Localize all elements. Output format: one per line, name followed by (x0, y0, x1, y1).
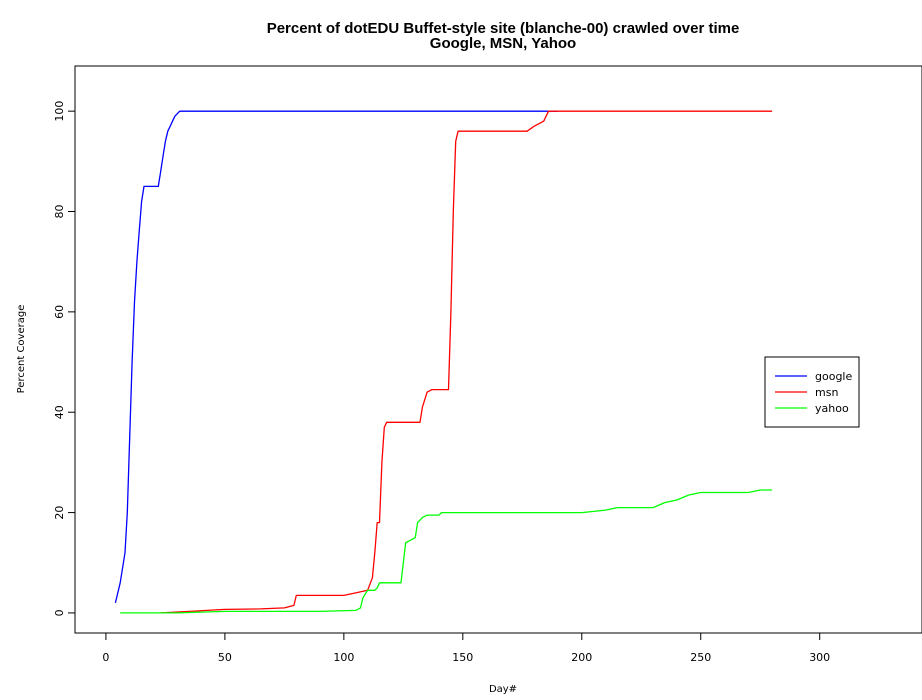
plot-frame (74, 65, 922, 634)
x-tick-label: 300 (809, 651, 830, 664)
x-tick-label: 200 (571, 651, 592, 664)
y-tick-label: 100 (53, 101, 66, 122)
x-tick-label: 250 (690, 651, 711, 664)
y-tick-label: 40 (53, 405, 66, 419)
y-tick-label: 80 (53, 205, 66, 219)
x-tick-label: 50 (218, 651, 232, 664)
legend: google msn yahoo (764, 356, 860, 428)
y-tick-label: 60 (53, 305, 66, 319)
x-axis-label: Day# (489, 684, 517, 695)
legend-label-google: google (815, 370, 852, 383)
series-line-google (114, 110, 558, 604)
series-lines (114, 110, 773, 614)
series-line-yahoo (120, 489, 773, 614)
series-line-msn (160, 110, 773, 614)
y-axis: 0 20 40 60 80 100 (53, 101, 75, 616)
x-tick-label: 0 (102, 651, 109, 664)
legend-label-msn: msn (815, 386, 838, 399)
x-axis: 0 50 100 150 200 250 300 (102, 633, 830, 664)
chart-title: Percent of dotEDU Buffet-style site (bla… (267, 20, 740, 37)
y-tick-label: 0 (53, 609, 66, 616)
y-axis-label: Percent Coverage (16, 305, 27, 394)
x-tick-label: 100 (333, 651, 354, 664)
chart-subtitle: Google, MSN, Yahoo (430, 35, 576, 52)
legend-label-yahoo: yahoo (815, 402, 849, 415)
y-tick-label: 20 (53, 506, 66, 520)
x-tick-label: 150 (452, 651, 473, 664)
